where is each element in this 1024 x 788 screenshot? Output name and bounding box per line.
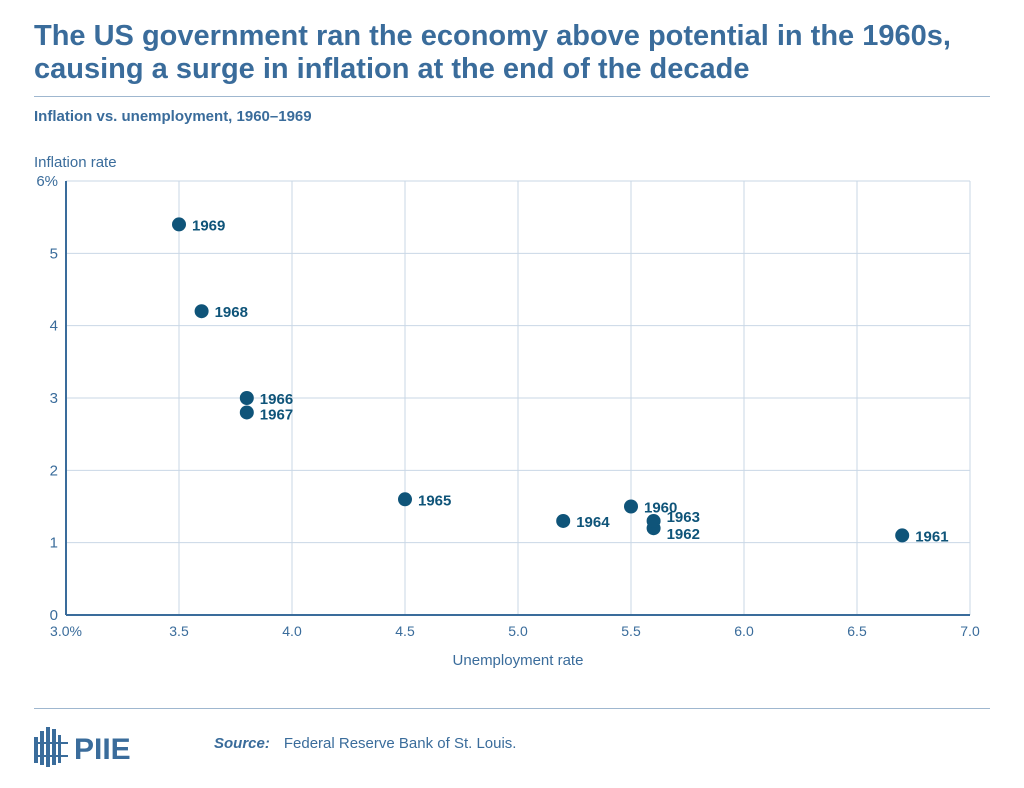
- y-tick-label: 6%: [36, 173, 58, 190]
- x-tick-label: 3.0%: [50, 623, 82, 639]
- data-label-1968: 1968: [215, 304, 248, 321]
- x-tick-label: 5.0: [508, 623, 528, 639]
- data-point-1967: [239, 405, 254, 420]
- svg-text:PIIE: PIIE: [74, 733, 131, 766]
- footer-divider: [34, 708, 990, 709]
- piie-logo: PIIE: [34, 725, 144, 774]
- data-label-1962: 1962: [667, 526, 700, 543]
- y-tick-label: 5: [50, 245, 58, 262]
- chart-subtitle: Inflation vs. unemployment, 1960–1969: [34, 108, 312, 125]
- data-point-1964: [556, 513, 571, 528]
- data-label-1963: 1963: [667, 509, 700, 526]
- x-axis-label: Unemployment rate: [453, 652, 584, 669]
- data-label-1961: 1961: [915, 528, 948, 545]
- x-tick-label: 4.0: [282, 623, 302, 639]
- data-label-1964: 1964: [576, 514, 610, 531]
- source-label: Source:: [214, 735, 270, 752]
- chart-title: The US government ran the economy above …: [34, 20, 951, 85]
- data-point-1966: [239, 391, 254, 405]
- data-label-1966: 1966: [260, 391, 293, 408]
- x-tick-label: 4.5: [395, 623, 415, 639]
- y-axis-label: Inflation rate: [34, 154, 117, 171]
- x-tick-label: 7.0: [960, 623, 980, 639]
- data-label-1960: 1960: [644, 500, 677, 517]
- data-label-1965: 1965: [418, 492, 451, 509]
- data-point-1960: [624, 499, 638, 514]
- source-note: Source: Federal Reserve Bank of St. Louis…: [214, 735, 516, 752]
- data-point-1969: [172, 217, 186, 232]
- source-text: Federal Reserve Bank of St. Louis.: [283, 735, 517, 752]
- x-tick-label: 6.0: [734, 623, 754, 639]
- x-tick-label: 6.5: [847, 623, 867, 639]
- data-label-1967: 1967: [260, 406, 293, 423]
- data-point-1965: [398, 492, 412, 507]
- y-tick-label: 1: [50, 535, 58, 552]
- x-tick-label: 5.5: [621, 623, 641, 639]
- x-tick-label: 3.5: [169, 623, 189, 639]
- y-tick-label: 2: [50, 462, 58, 479]
- data-point-1968: [194, 304, 209, 319]
- y-tick-label: 4: [50, 318, 58, 335]
- data-point-1963: [646, 513, 661, 528]
- y-tick-label: 0: [50, 607, 58, 624]
- y-tick-label: 3: [50, 390, 58, 407]
- data-label-1969: 1969: [192, 217, 225, 234]
- data-point-1961: [895, 528, 910, 543]
- scatter-chart: Inflation rate Unemployment rate 3.0% 3.5…: [34, 154, 980, 669]
- divider: [34, 96, 990, 97]
